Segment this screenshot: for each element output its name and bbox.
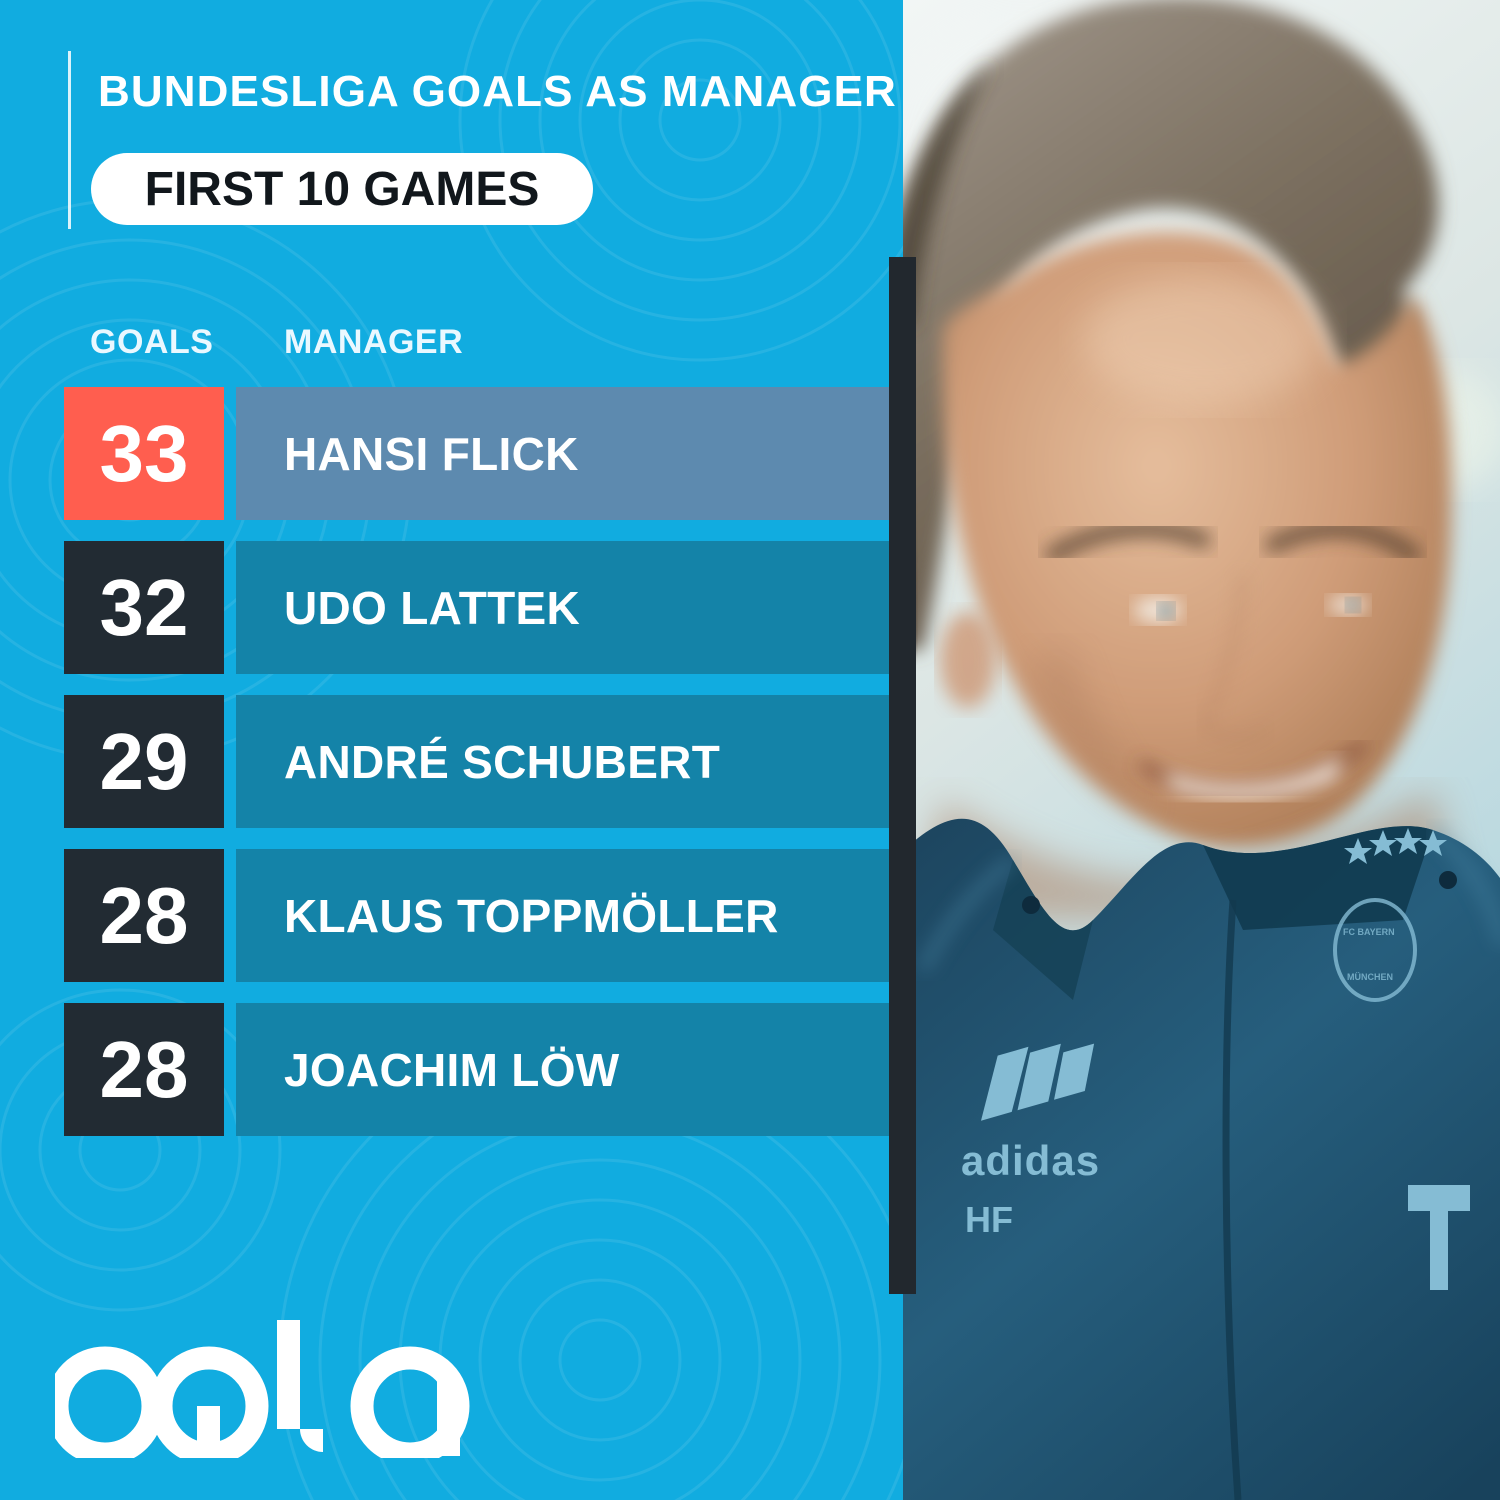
svg-text:HF: HF [965, 1199, 1013, 1240]
svg-text:MÜNCHEN: MÜNCHEN [1347, 972, 1393, 982]
svg-text:FC BAYERN: FC BAYERN [1343, 927, 1395, 937]
svg-text:adidas: adidas [961, 1137, 1100, 1184]
